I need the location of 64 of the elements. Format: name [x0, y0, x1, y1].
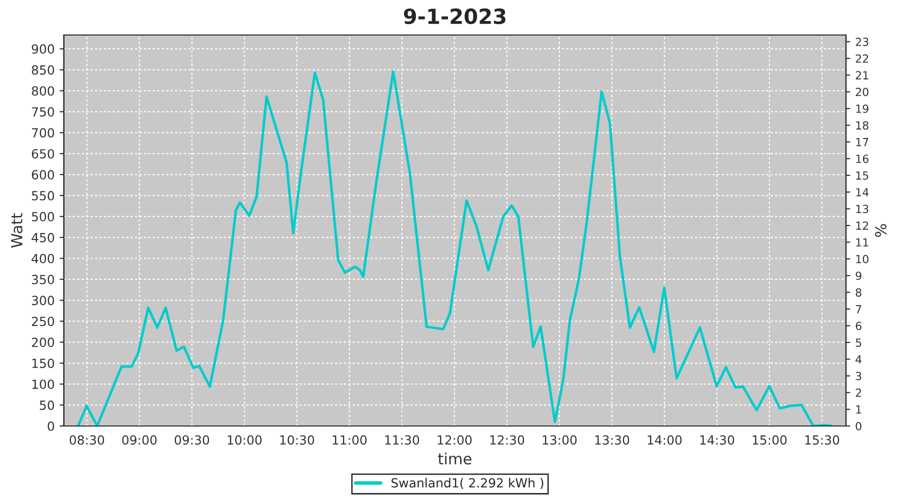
y2-tick-label: 4 — [856, 355, 862, 364]
y2-tick-label: 17 — [856, 138, 868, 146]
x-tick-label: 09:00 — [122, 435, 157, 445]
x-tick-label: 08:30 — [70, 435, 104, 445]
x-tick-label: 10:30 — [280, 435, 314, 445]
y-tick-label: 500 — [32, 212, 54, 222]
y2-tick-label: 12 — [856, 221, 868, 230]
line-series — [76, 70, 833, 426]
y-tick-label: 300 — [32, 296, 54, 306]
y-tick-label: 900 — [32, 44, 54, 54]
y-tick-label: 150 — [32, 358, 54, 368]
y2-tick-label: 1 — [856, 405, 862, 414]
x-tick-label: 09:30 — [174, 435, 210, 445]
x-tick-label: 15:00 — [752, 435, 787, 445]
y-tick-label: 450 — [32, 232, 54, 242]
x-tick-label: 15:30 — [805, 435, 840, 445]
y-tick-label: 250 — [32, 316, 54, 326]
y2-tick-label: 21 — [856, 71, 868, 80]
chart-title: 9-1-2023 — [404, 8, 506, 24]
y2-tick-label: 22 — [856, 54, 868, 63]
y2-tick-label: 18 — [856, 121, 868, 130]
x-tick-label: 10:00 — [228, 435, 262, 445]
y-tick-label: 700 — [32, 128, 54, 138]
y-tick-label: 600 — [32, 170, 54, 180]
y2-tick-label: 13 — [856, 204, 868, 214]
y-tick-label: 0 — [48, 421, 54, 431]
y2-tick-label: 20 — [856, 88, 868, 96]
y-tick-label: 350 — [32, 274, 54, 284]
y-tick-label: 850 — [32, 65, 54, 75]
y2-tick-label: 6 — [856, 322, 862, 330]
y2-tick-label: 8 — [856, 288, 862, 297]
x-tick-label: 13:30 — [595, 435, 630, 445]
x-tick-label: 12:00 — [438, 435, 472, 445]
y2-tick-label: 16 — [856, 154, 868, 164]
y2-tick-label: 15 — [856, 171, 868, 180]
x-tick-label: 12:30 — [490, 435, 524, 445]
y2-tick-label: 9 — [856, 272, 862, 280]
y2-tick-label: 3 — [856, 372, 862, 380]
y-axis-title: Watt — [11, 213, 22, 248]
y2-tick-label: 10 — [856, 254, 868, 264]
x-tick-label: 11:30 — [385, 435, 420, 445]
x-tick-label: 11:00 — [332, 435, 367, 445]
y2-axis-title: % — [874, 224, 887, 237]
y-tick-label: 550 — [32, 190, 54, 200]
y-tick-label: 200 — [32, 338, 54, 348]
y2-tick-label: 2 — [856, 388, 861, 397]
y2-tick-label: 14 — [856, 188, 869, 196]
x-axis-title: time — [438, 452, 472, 465]
y2-tick-label: 19 — [856, 104, 868, 113]
y2-tick-label: 23 — [856, 38, 868, 46]
y2-tick-label: 11 — [856, 238, 868, 246]
y-tick-label: 100 — [32, 380, 54, 390]
y2-tick-label: 0 — [856, 422, 862, 430]
y-tick-label: 750 — [32, 107, 54, 117]
y2-tick-label: 5 — [856, 338, 862, 347]
x-tick-label: 14:30 — [700, 435, 734, 445]
x-tick-label: 13:00 — [542, 435, 577, 445]
y-tick-label: 650 — [32, 149, 54, 159]
y-tick-label: 50 — [40, 400, 54, 410]
y2-tick-label: 7 — [856, 305, 862, 314]
x-tick-label: 14:00 — [648, 435, 682, 445]
legend-label: Swanland1( 2.292 kWh ) — [391, 478, 544, 490]
y-tick-label: 400 — [32, 254, 54, 264]
y-tick-label: 800 — [32, 86, 54, 96]
